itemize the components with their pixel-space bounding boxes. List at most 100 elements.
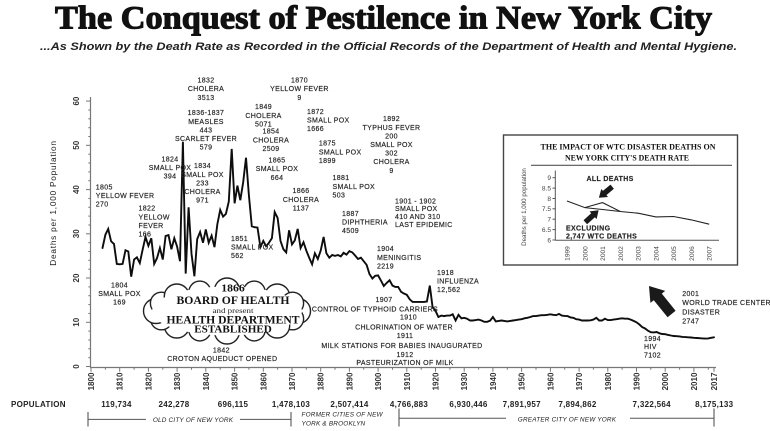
svg-text:1849: 1849 (255, 104, 272, 111)
svg-text:POPULATION: POPULATION (11, 400, 66, 409)
svg-text:1910: 1910 (400, 315, 417, 322)
svg-text:2017: 2017 (710, 372, 719, 390)
svg-text:2000: 2000 (582, 246, 589, 261)
svg-text:1865: 1865 (269, 158, 286, 165)
svg-text:8.5: 8.5 (542, 185, 551, 192)
svg-text:The Conquest of Pestilence in: The Conquest of Pestilence in New York C… (55, 1, 713, 37)
svg-text:SMALL POX: SMALL POX (333, 184, 376, 191)
svg-text:1887: 1887 (342, 211, 359, 218)
svg-text:9: 9 (547, 175, 551, 182)
svg-text:4,766,883: 4,766,883 (390, 400, 429, 409)
svg-text:FEVER: FEVER (139, 223, 164, 230)
svg-text:0: 0 (72, 364, 81, 369)
svg-text:8,175,133: 8,175,133 (695, 400, 734, 409)
svg-text:1970: 1970 (575, 372, 584, 390)
svg-text:30: 30 (72, 229, 81, 238)
svg-text:1990: 1990 (633, 372, 642, 390)
svg-text:394: 394 (164, 174, 177, 181)
svg-text:2219: 2219 (377, 263, 394, 270)
svg-text:YORK & BROOKLYN: YORK & BROOKLYN (302, 421, 366, 428)
svg-text:242,278: 242,278 (158, 400, 189, 409)
svg-text:1866: 1866 (221, 284, 245, 295)
svg-text:CROTON AQUEDUCT OPENED: CROTON AQUEDUCT OPENED (167, 356, 277, 363)
svg-text:SCARLET FEVER: SCARLET FEVER (175, 136, 237, 143)
svg-text:1881: 1881 (333, 175, 350, 182)
svg-text:40: 40 (72, 185, 81, 194)
svg-text:SMALL POX: SMALL POX (181, 172, 224, 179)
svg-text:1832: 1832 (198, 78, 215, 85)
svg-text:2006: 2006 (689, 246, 696, 261)
svg-text:WORLD TRADE CENTER: WORLD TRADE CENTER (682, 300, 770, 307)
svg-text:SMALL POX: SMALL POX (98, 291, 141, 298)
svg-text:1834: 1834 (194, 163, 211, 170)
svg-text:DISASTER: DISASTER (682, 309, 720, 316)
svg-text:1912: 1912 (397, 352, 414, 359)
svg-text:CHOLERA: CHOLERA (188, 86, 224, 93)
svg-text:SMALL POX: SMALL POX (307, 118, 350, 125)
svg-text:1870: 1870 (288, 372, 297, 390)
svg-text:200: 200 (385, 133, 398, 140)
svg-text:1860: 1860 (259, 372, 268, 390)
svg-text:1900: 1900 (374, 372, 383, 390)
svg-text:OLD CITY OF NEW YORK: OLD CITY OF NEW YORK (153, 417, 234, 424)
svg-text:and present: and present (213, 306, 255, 315)
svg-text:YELLOW FEVER: YELLOW FEVER (270, 86, 329, 93)
svg-text:1866: 1866 (293, 188, 310, 195)
svg-text:1666: 1666 (307, 126, 324, 133)
svg-text:CONTROL OF TYPHOID CARRIERS: CONTROL OF TYPHOID CARRIERS (312, 306, 438, 313)
svg-text:1890: 1890 (345, 372, 354, 390)
svg-text:1920: 1920 (432, 372, 441, 390)
svg-text:SMALL POX: SMALL POX (395, 206, 438, 213)
svg-text:1804: 1804 (111, 283, 128, 290)
svg-text:CHOLERA: CHOLERA (253, 137, 289, 144)
svg-text:1842: 1842 (213, 348, 230, 355)
svg-text:7.5: 7.5 (542, 206, 551, 213)
svg-text:1918: 1918 (437, 270, 454, 277)
svg-text:2001: 2001 (682, 291, 699, 298)
svg-text:1980: 1980 (604, 372, 613, 390)
svg-text:1875: 1875 (319, 141, 336, 148)
svg-text:Deaths per 1,000 population: Deaths per 1,000 population (521, 168, 528, 246)
svg-text:971: 971 (196, 198, 209, 205)
svg-text:6,930,446: 6,930,446 (449, 400, 488, 409)
svg-text:1899: 1899 (319, 158, 336, 165)
svg-text:119,734: 119,734 (101, 400, 132, 409)
svg-text:CHOLERA: CHOLERA (283, 197, 319, 204)
svg-text:CHOLERA: CHOLERA (373, 159, 409, 166)
svg-text:SMALL POX: SMALL POX (256, 166, 299, 173)
svg-text:CHLORINATION OF WATER: CHLORINATION OF WATER (355, 325, 453, 332)
svg-text:169: 169 (113, 300, 126, 307)
svg-text:2010: 2010 (690, 372, 699, 390)
svg-text:TYPHUS FEVER: TYPHUS FEVER (363, 125, 421, 132)
svg-text:INFLUENZA: INFLUENZA (437, 279, 479, 286)
svg-text:1854: 1854 (263, 129, 280, 136)
svg-text:1822: 1822 (139, 206, 156, 213)
svg-text:1810: 1810 (116, 372, 125, 390)
svg-text:2007: 2007 (707, 246, 714, 261)
svg-text:503: 503 (333, 192, 346, 199)
svg-text:7,322,564: 7,322,564 (633, 400, 672, 409)
svg-text:3513: 3513 (198, 95, 215, 102)
svg-text:...As Shown by the Death Rate: ...As Shown by the Death Rate as Recorde… (40, 41, 737, 53)
svg-text:60: 60 (72, 96, 81, 105)
svg-text:233: 233 (196, 180, 209, 187)
svg-text:ESTABLISHED: ESTABLISHED (194, 324, 272, 336)
svg-text:1830: 1830 (173, 372, 182, 390)
svg-text:2003: 2003 (636, 246, 643, 261)
svg-text:LAST EPIDEMIC: LAST EPIDEMIC (395, 222, 453, 229)
svg-text:EXCLUDING: EXCLUDING (566, 226, 611, 233)
svg-text:9: 9 (297, 95, 301, 102)
svg-text:6.5: 6.5 (542, 227, 551, 234)
svg-text:12,562: 12,562 (437, 287, 461, 294)
svg-text:8: 8 (547, 196, 551, 203)
svg-text:2001: 2001 (600, 246, 607, 261)
svg-text:BOARD OF HEALTH: BOARD OF HEALTH (177, 295, 290, 307)
svg-text:579: 579 (200, 145, 213, 152)
svg-text:1880: 1880 (317, 372, 326, 390)
svg-text:2509: 2509 (263, 146, 280, 153)
svg-text:GREATER CITY OF NEW YORK: GREATER CITY OF NEW YORK (518, 417, 617, 424)
svg-text:1836-1837: 1836-1837 (188, 110, 225, 117)
svg-text:50: 50 (72, 140, 81, 149)
svg-text:1805: 1805 (96, 184, 113, 191)
svg-text:MILK STATIONS FOR BABIES INAUG: MILK STATIONS FOR BABIES INAUGURATED (321, 343, 482, 350)
